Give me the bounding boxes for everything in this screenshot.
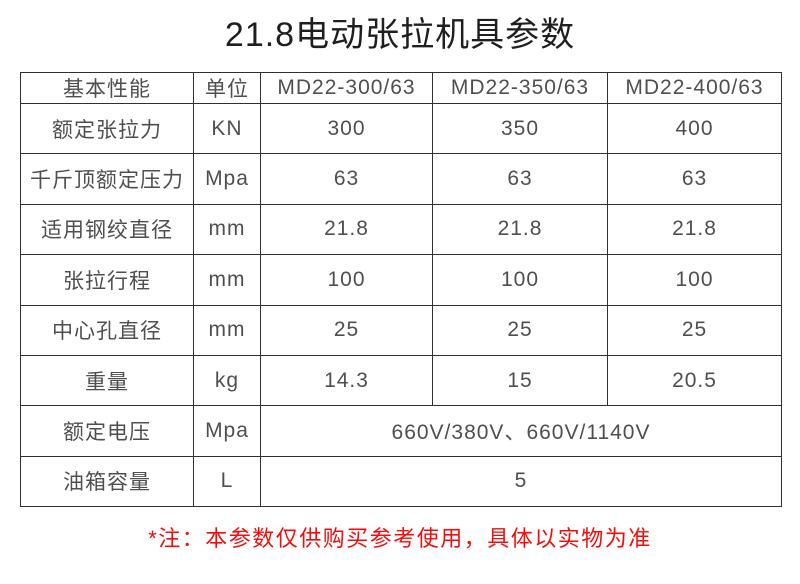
table-row-rated-voltage: 额定电压 Mpa 660V/380V、660V/1140V	[20, 405, 782, 457]
cell-value: 350	[432, 102, 608, 155]
row-label: 适用钢绞直径	[20, 203, 194, 256]
cell-value: 21.8	[607, 203, 782, 256]
row-label: 额定张拉力	[20, 102, 194, 155]
cell-value: 25	[260, 304, 433, 356]
table-row-tension-stroke: 张拉行程 mm 100 100 100	[20, 254, 782, 306]
cell-value: 63	[260, 153, 433, 205]
row-label: 额定电压	[20, 405, 194, 457]
row-unit: mm	[193, 203, 261, 256]
cell-value-merged: 5	[260, 455, 782, 508]
cell-value: 21.8	[432, 203, 608, 256]
row-unit: kg	[193, 354, 261, 407]
row-unit: Mpa	[193, 153, 261, 205]
header-model-md22-350-63: MD22-350/63	[432, 72, 608, 104]
header-basic-performance: 基本性能	[20, 72, 194, 104]
header-model-md22-400-63: MD22-400/63	[607, 72, 782, 104]
row-unit: L	[193, 455, 261, 508]
cell-value: 300	[260, 102, 433, 155]
row-label: 千斤顶额定压力	[20, 153, 194, 205]
row-label: 中心孔直径	[20, 304, 194, 356]
cell-value: 15	[432, 354, 608, 407]
row-label: 油箱容量	[20, 455, 194, 508]
cell-value: 100	[432, 254, 608, 306]
page-title: 21.8电动张拉机具参数	[224, 16, 576, 54]
cell-value: 21.8	[260, 203, 433, 256]
cell-value: 20.5	[607, 354, 782, 407]
row-unit: mm	[193, 304, 261, 356]
cell-value: 400	[607, 102, 782, 155]
cell-value: 14.3	[260, 354, 433, 407]
spec-table: 基本性能 单位 MD22-300/63 MD22-350/63 MD22-400…	[20, 72, 782, 508]
row-label: 重量	[20, 354, 194, 407]
cell-value: 25	[432, 304, 608, 356]
table-row-tank-capacity: 油箱容量 L 5	[20, 455, 782, 508]
table-header-row: 基本性能 单位 MD22-300/63 MD22-350/63 MD22-400…	[20, 72, 782, 104]
cell-value: 63	[607, 153, 782, 205]
table-row-center-hole-diameter: 中心孔直径 mm 25 25 25	[20, 304, 782, 356]
row-unit: mm	[193, 254, 261, 306]
header-unit: 单位	[193, 72, 261, 104]
table-row-jack-rated-pressure: 千斤顶额定压力 Mpa 63 63 63	[20, 153, 782, 205]
cell-value: 100	[260, 254, 433, 306]
header-model-md22-300-63: MD22-300/63	[260, 72, 433, 104]
cell-value: 100	[607, 254, 782, 306]
cell-value: 63	[432, 153, 608, 205]
footer-note: *注：本参数仅供购买参考使用，具体以实物为准	[148, 526, 652, 551]
cell-value: 25	[607, 304, 782, 356]
row-label: 张拉行程	[20, 254, 194, 306]
row-unit: KN	[193, 102, 261, 155]
table-row-strand-diameter: 适用钢绞直径 mm 21.8 21.8 21.8	[20, 203, 782, 256]
table-row-weight: 重量 kg 14.3 15 20.5	[20, 354, 782, 407]
row-unit: Mpa	[193, 405, 261, 457]
cell-value-merged: 660V/380V、660V/1140V	[260, 405, 782, 457]
table-row-rated-tension: 额定张拉力 KN 300 350 400	[20, 102, 782, 155]
